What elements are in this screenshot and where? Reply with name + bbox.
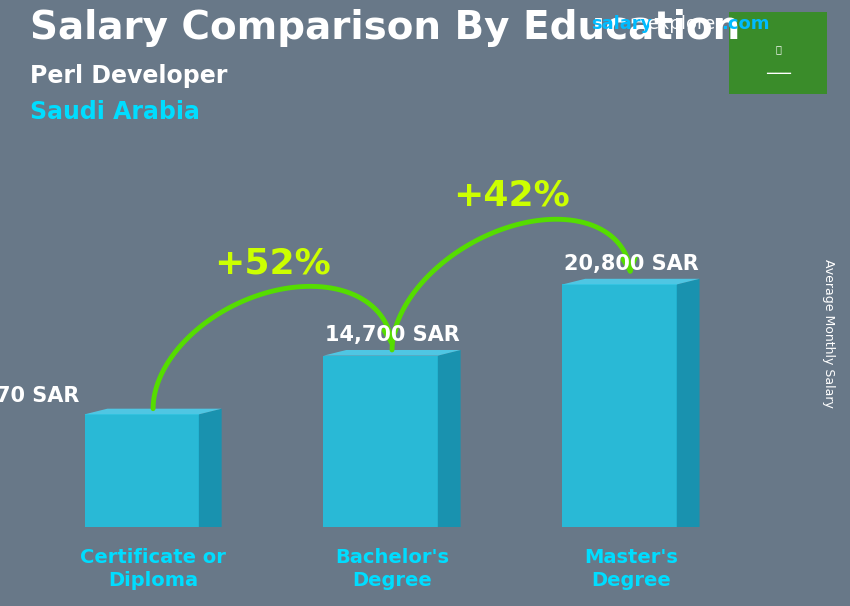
Text: Perl Developer: Perl Developer <box>30 64 227 88</box>
Polygon shape <box>677 279 700 527</box>
Text: Saudi Arabia: Saudi Arabia <box>30 100 200 124</box>
Text: ━━━━━: ━━━━━ <box>766 69 790 78</box>
Text: +52%: +52% <box>214 246 331 280</box>
Polygon shape <box>563 284 677 527</box>
Text: salary: salary <box>591 15 652 33</box>
Text: Salary Comparison By Education: Salary Comparison By Education <box>30 9 740 47</box>
Text: explorer: explorer <box>648 15 722 33</box>
Polygon shape <box>84 415 199 527</box>
Text: Bachelor's
Degree: Bachelor's Degree <box>335 548 449 590</box>
Text: ﷽: ﷽ <box>775 44 781 54</box>
Text: Average Monthly Salary: Average Monthly Salary <box>822 259 836 408</box>
Polygon shape <box>324 356 438 527</box>
Polygon shape <box>324 350 461 356</box>
Text: Certificate or
Diploma: Certificate or Diploma <box>80 548 226 590</box>
Text: 14,700 SAR: 14,700 SAR <box>325 325 459 345</box>
Text: .com: .com <box>721 15 769 33</box>
Polygon shape <box>438 350 461 527</box>
Text: 20,800 SAR: 20,800 SAR <box>564 254 699 274</box>
Polygon shape <box>199 408 222 527</box>
Polygon shape <box>563 279 700 284</box>
Text: Master's
Degree: Master's Degree <box>584 548 678 590</box>
Text: 9,670 SAR: 9,670 SAR <box>0 385 79 405</box>
Polygon shape <box>84 408 222 415</box>
Text: +42%: +42% <box>453 179 570 213</box>
